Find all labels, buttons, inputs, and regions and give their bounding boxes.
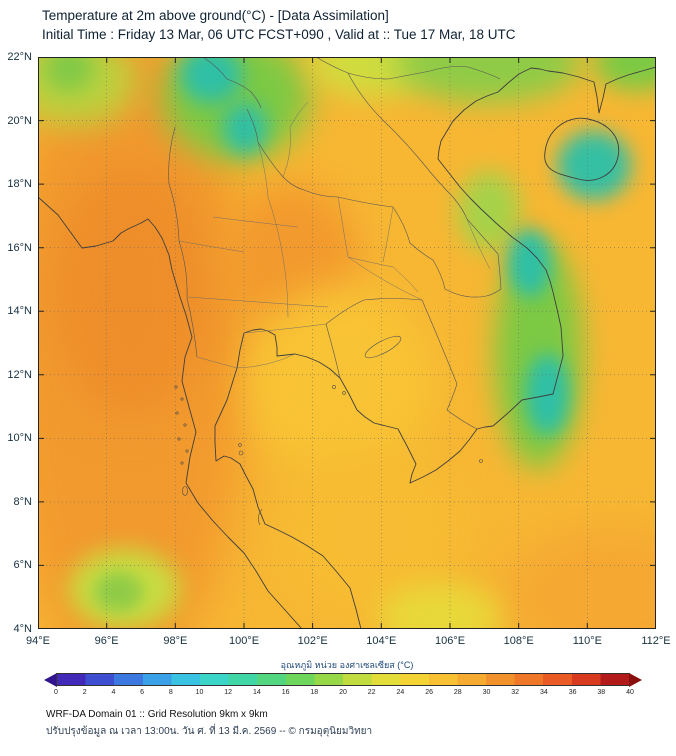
axis-tick-marks [38,57,656,629]
colorbar-tick-label: 36 [568,689,577,696]
temperature-blob [50,159,212,418]
islands [174,385,483,526]
y-tick-label: 16°N [7,241,32,254]
footer-domain-info: WRF-DA Domain 01 :: Grid Resolution 9km … [46,709,268,720]
y-tick-label: 8°N [13,495,32,508]
hainan-island [544,117,620,181]
temperature-blob [248,285,434,481]
y-tick-label: 22°N [7,51,32,63]
figure-subtitle: Initial Time : Friday 13 Mar, 06 UTC FCS… [42,27,516,42]
x-tick-label: 102°E [297,635,328,647]
coastline [38,66,656,629]
y-tick-label: 10°N [7,432,32,445]
map-overlay [38,57,656,629]
y-axis: 22°N 20°N 18°N 16°N 14°N 12°N 10°N 8°N 6°N 4°N [0,51,36,635]
x-tick-label: 106°E [434,635,466,647]
colorbar-gradient [56,673,630,686]
colorbar-tick-label: 0 [54,689,58,696]
x-tick-label: 108°E [503,635,534,647]
x-tick-label: 94°E [26,635,50,647]
figure-footer: WRF-DA Domain 01 :: Grid Resolution 9km … [46,709,372,739]
x-tick-label: 112°E [641,635,671,647]
colorbar-tick-label: 6 [140,689,145,696]
figure-header: Temperature at 2m above ground(°C) - [Da… [42,6,516,44]
colorbar-tick-label: 14 [252,689,261,696]
temperature-blob [557,131,632,200]
colorbar-tick-label: 30 [482,689,491,696]
x-tick-label: 104°E [366,635,397,647]
colorbar-tick-label: 28 [453,689,462,696]
figure-title: Temperature at 2m above ground(°C) - [Da… [42,8,389,23]
colorbar-tick-label: 4 [111,689,116,696]
x-tick-label: 110°E [572,635,602,647]
colorbar-tick-label: 26 [425,689,433,696]
y-tick-label: 18°N [7,178,32,191]
y-tick-label: 20°N [7,114,32,127]
temperature-blob [458,171,521,252]
y-tick-label: 14°N [7,305,32,318]
colorbar-tick-label: 2 [82,689,87,696]
coastline-west [38,196,303,629]
tonle-sap-lake [364,335,402,359]
y-tick-label: 12°N [7,368,32,381]
colorbar-tick-label: 38 [597,689,606,696]
temperature-blob [44,57,94,92]
map-panel [38,57,656,629]
temperature-blob [526,354,570,435]
coastline-east [214,66,656,629]
colorbar-tick-label: 24 [396,689,405,696]
colorbar-tick-label: 10 [195,689,204,696]
colorbar-tick-label: 18 [310,689,319,696]
colorbar-tick-label: 40 [626,689,634,696]
x-tick-label: 100°E [228,635,260,647]
temperature-blob [223,102,267,155]
colorbar-tick-label: 20 [339,689,347,696]
temperature-blob [93,571,144,612]
temperature-blob [507,228,551,298]
x-axis: 94°E 96°E 98°E 100°E 102°E 104°E 106°E 108°E 110… [26,633,671,649]
colorbar-tick-label: 32 [511,689,520,696]
map-frame [38,57,656,629]
province-borders [178,101,491,369]
colorbar [44,673,642,687]
colorbar-tick-label: 8 [168,689,173,696]
grid-lines-vertical [106,57,588,629]
colorbar-tick-label: 34 [539,689,548,696]
colorbar-tick-label: 12 [224,689,233,696]
colorbar-tick-label: 22 [367,689,376,696]
temperature-field [38,57,656,629]
colorbar-ticks: 0 2 4 6 8 10 12 14 16 18 20 22 24 26 28 30 32 34 36 38 40 [54,689,634,699]
x-tick-label: 98°E [163,635,188,647]
x-tick-label: 96°E [94,635,119,647]
colorbar-arrow-right [629,673,642,687]
y-tick-label: 4°N [13,623,32,635]
temperature-blob [180,57,242,103]
footer-update-info: ปรับปรุงข้อมูล ณ เวลา 13:00น. วัน ศ. ที่… [46,726,373,737]
grid-lines-horizontal [38,120,656,566]
colorbar-label: อุณหภูมิ หน่วย องศาเซลเซียส (°C) [280,660,414,670]
colorbar-tick-label: 16 [281,689,290,696]
colorbar-arrow-left [44,673,57,687]
y-tick-label: 6°N [13,559,32,572]
